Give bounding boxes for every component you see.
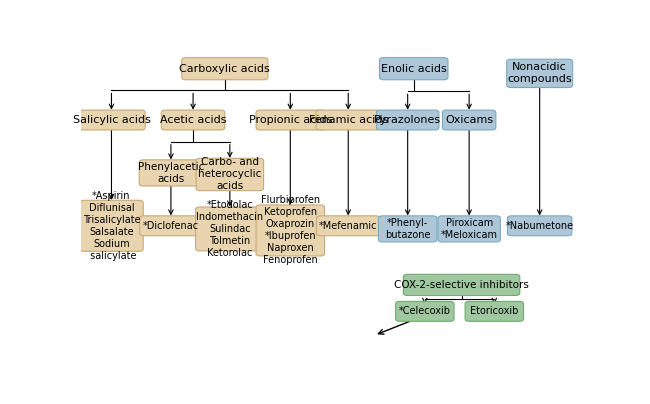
FancyBboxPatch shape [256, 205, 324, 256]
FancyBboxPatch shape [404, 274, 520, 295]
FancyBboxPatch shape [438, 216, 500, 242]
Text: Nonacidic
compounds: Nonacidic compounds [508, 62, 572, 84]
FancyBboxPatch shape [161, 110, 225, 130]
Text: Salicylic acids: Salicylic acids [73, 115, 150, 125]
FancyBboxPatch shape [508, 216, 572, 236]
FancyBboxPatch shape [140, 216, 202, 236]
Text: Oxicams: Oxicams [445, 115, 493, 125]
FancyBboxPatch shape [506, 59, 573, 88]
FancyBboxPatch shape [78, 110, 145, 130]
Text: Pyrazolones: Pyrazolones [374, 115, 441, 125]
FancyBboxPatch shape [465, 301, 523, 321]
Text: COX-2-selective inhibitors: COX-2-selective inhibitors [394, 280, 529, 290]
Text: Etoricoxib: Etoricoxib [470, 306, 519, 316]
FancyBboxPatch shape [196, 158, 264, 191]
Text: Propionic acids: Propionic acids [248, 115, 332, 125]
Text: *Phenyl-
butazone: *Phenyl- butazone [385, 218, 430, 240]
FancyBboxPatch shape [317, 216, 380, 236]
Text: Fenamic acids: Fenamic acids [309, 115, 388, 125]
FancyBboxPatch shape [256, 110, 324, 130]
Text: Carbo- and
heterocyclic
acids: Carbo- and heterocyclic acids [198, 158, 261, 191]
Text: *Mefenamic: *Mefenamic [319, 221, 378, 231]
FancyBboxPatch shape [396, 301, 454, 321]
Text: *Etodolac
Indomethacin
Sulindac
Tolmetin
Ketorolac: *Etodolac Indomethacin Sulindac Tolmetin… [196, 200, 263, 258]
FancyBboxPatch shape [378, 216, 437, 242]
Text: *Diclofenac: *Diclofenac [143, 221, 199, 231]
FancyBboxPatch shape [80, 200, 143, 251]
Text: *Celecoxib: *Celecoxib [399, 306, 451, 316]
Text: Piroxicam
*Meloxicam: Piroxicam *Meloxicam [441, 218, 498, 240]
FancyBboxPatch shape [443, 110, 496, 130]
FancyBboxPatch shape [376, 110, 439, 130]
FancyBboxPatch shape [380, 58, 448, 80]
Text: Enolic acids: Enolic acids [381, 64, 447, 74]
Text: *Nabumetone: *Nabumetone [506, 221, 574, 231]
Text: Phenylacetic
acids: Phenylacetic acids [138, 162, 204, 184]
Text: Carboxylic acids: Carboxylic acids [179, 64, 270, 74]
Text: *Aspirin
Diflunisal
Trisalicylate
Salsalate
Sodium
 salicylate: *Aspirin Diflunisal Trisalicylate Salsal… [83, 191, 140, 261]
Text: Flurbiprofen
Ketoprofen
Oxaprozin
*Ibuprofen
Naproxen
Fenoprofen: Flurbiprofen Ketoprofen Oxaprozin *Ibupr… [261, 196, 320, 265]
FancyBboxPatch shape [196, 207, 264, 251]
FancyBboxPatch shape [182, 58, 268, 80]
FancyBboxPatch shape [139, 160, 203, 186]
Text: Acetic acids: Acetic acids [160, 115, 226, 125]
FancyBboxPatch shape [316, 110, 380, 130]
